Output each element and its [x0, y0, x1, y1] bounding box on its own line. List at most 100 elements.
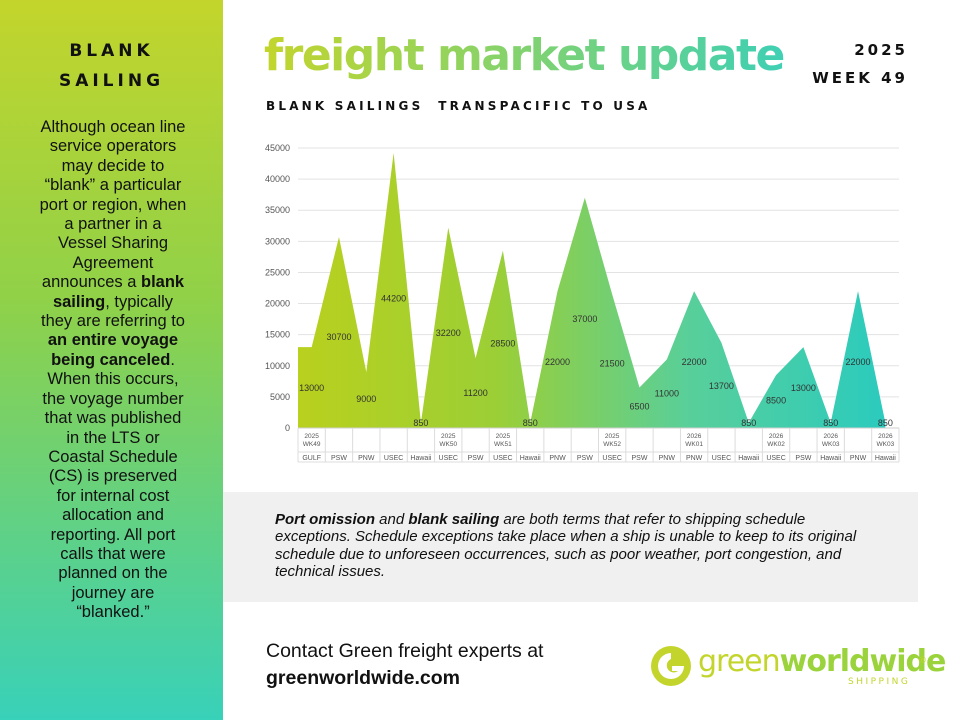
data-point — [638, 386, 640, 388]
data-label: 850 — [413, 418, 428, 428]
data-label: 850 — [878, 418, 893, 428]
y-tick-label: 45000 — [265, 143, 290, 153]
company-logo: greenworldwide ® SHIPPING — [650, 640, 946, 700]
data-label: 850 — [741, 418, 756, 428]
x-week-label-year: 2025 — [496, 433, 511, 440]
green-g-logo-icon — [651, 646, 691, 686]
x-week-label-year: 2026 — [769, 433, 784, 440]
y-tick-label: 20000 — [265, 299, 290, 309]
data-label: 13000 — [791, 383, 816, 393]
data-point — [611, 293, 613, 295]
y-tick-label: 10000 — [265, 361, 290, 371]
logo-bold-text: worldwide — [779, 644, 947, 679]
logo-registered-mark: ® — [918, 656, 927, 666]
y-tick-label: 25000 — [265, 267, 290, 277]
data-point — [693, 290, 695, 292]
data-label: 11200 — [463, 388, 487, 398]
x-week-label-week: WK51 — [494, 441, 512, 448]
x-week-label-year: 2025 — [441, 433, 456, 440]
blank-sailings-chart: 0 5000 10000 15000 20000 25000 30000 35000 40000… — [265, 143, 900, 463]
data-label: 22000 — [545, 357, 570, 367]
x-category-label: PSW — [632, 455, 648, 462]
sidebar-description: Although ocean line service operators ma… — [38, 118, 188, 623]
x-category-label: Hawaii — [820, 455, 841, 462]
x-category-label: PSW — [795, 455, 811, 462]
x-week-label-week: WK02 — [767, 441, 785, 448]
report-year: 2025 — [854, 41, 908, 59]
data-point — [802, 346, 804, 348]
x-category-label: PSW — [577, 455, 593, 462]
x-week-label-week: WK03 — [876, 441, 894, 448]
x-category-label: PNW — [659, 455, 676, 462]
x-category-label: PNW — [850, 455, 867, 462]
x-category-label: Hawaii — [875, 455, 896, 462]
data-point — [310, 346, 312, 348]
x-category-label: Hawaii — [738, 455, 759, 462]
data-point — [556, 290, 558, 292]
page-title: freight market update — [264, 28, 785, 84]
data-label: 11000 — [655, 389, 679, 399]
data-label: 21500 — [600, 358, 625, 368]
x-week-label-year: 2026 — [687, 433, 702, 440]
info-text: Port omission and blank sailing are both… — [275, 511, 875, 581]
report-week: WEEK 49 — [812, 69, 908, 87]
sidebar-title: BLANK SAILING — [0, 36, 223, 96]
x-category-label: USEC — [493, 455, 512, 462]
data-point — [720, 342, 722, 344]
x-category-label: PSW — [331, 455, 347, 462]
data-label: 28500 — [490, 338, 515, 348]
data-label: 6500 — [629, 401, 649, 411]
x-category-label: GULF — [302, 455, 321, 462]
x-week-label-week: WK50 — [439, 441, 457, 448]
data-label: 13700 — [709, 381, 734, 391]
chart-title: BLANK SAILINGS TRANSPACIFIC TO USA — [266, 99, 651, 113]
x-category-label: USEC — [766, 455, 785, 462]
data-label: 850 — [823, 418, 838, 428]
data-point — [447, 226, 449, 228]
x-week-label-week: WK01 — [685, 441, 703, 448]
info-text-span: are both terms that refer to shipping sc… — [275, 511, 857, 581]
x-category-label: USEC — [439, 455, 458, 462]
data-label: 30700 — [326, 332, 351, 342]
data-point — [502, 249, 504, 251]
info-box: Port omission and blank sailing are both… — [223, 492, 918, 602]
logo-subtitle: SHIPPING — [848, 677, 911, 687]
data-point — [392, 152, 394, 154]
data-point — [338, 236, 340, 238]
sidebar-emphasis: an entire voyage being canceled — [47, 331, 179, 369]
data-label: 850 — [523, 418, 538, 428]
x-category-label: USEC — [602, 455, 621, 462]
data-point — [365, 371, 367, 373]
sidebar-title-line2: SAILING — [58, 71, 165, 91]
data-label: 8500 — [766, 396, 786, 406]
x-category-label: PNW — [549, 455, 566, 462]
y-tick-label: 0 — [285, 423, 290, 433]
contact-line: Contact Green freight experts at — [266, 640, 544, 662]
x-category-label: PNW — [358, 455, 375, 462]
x-week-label-year: 2026 — [823, 433, 838, 440]
logo-light-text: green — [698, 644, 781, 679]
data-point — [666, 358, 668, 360]
data-label: 22000 — [846, 357, 871, 367]
data-point — [857, 290, 859, 292]
x-category-label: USEC — [712, 455, 731, 462]
sidebar-emphasis: blank sailing — [52, 273, 185, 311]
x-category-label: USEC — [384, 455, 403, 462]
data-point — [775, 374, 777, 376]
x-week-label-week: WK49 — [303, 441, 321, 448]
sidebar-title-line1: BLANK — [69, 41, 154, 61]
x-category-label: PSW — [468, 455, 484, 462]
x-week-label-week: WK52 — [603, 441, 621, 448]
info-emphasis: blank sailing — [408, 511, 500, 528]
data-label: 9000 — [356, 394, 376, 404]
area-series — [298, 152, 886, 428]
x-category-label: Hawaii — [410, 455, 431, 462]
data-label: 44200 — [381, 293, 406, 303]
info-text-span: and — [375, 511, 409, 528]
y-tick-label: 30000 — [265, 236, 290, 246]
contact-url-link[interactable]: greenworldwide.com — [266, 667, 460, 689]
sidebar-text: Although ocean line service operators ma… — [39, 118, 187, 292]
logo-wordmark: greenworldwide — [698, 644, 947, 679]
x-week-label-year: 2025 — [304, 433, 319, 440]
data-label: 32200 — [436, 328, 461, 338]
